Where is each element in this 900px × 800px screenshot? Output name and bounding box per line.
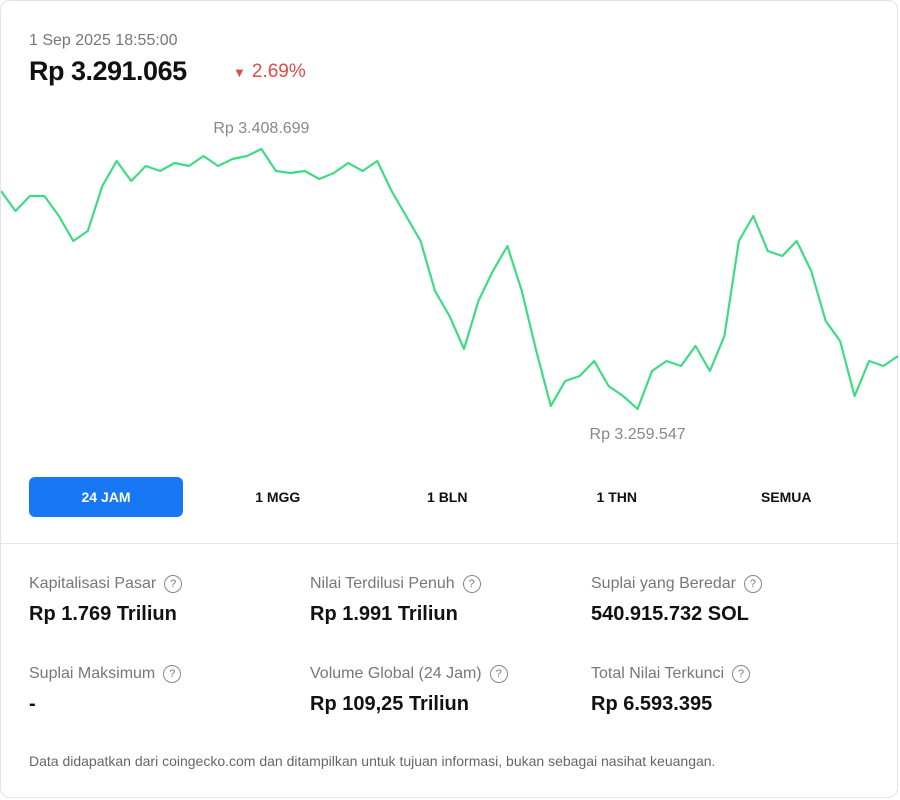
stat-value: Rp 6.593.395 xyxy=(591,693,713,715)
help-icon[interactable]: ? xyxy=(163,665,182,683)
tabs: 24 JAM 1 MGG 1 BLN 1 THN SEMUA xyxy=(29,477,871,517)
price-line xyxy=(1,147,899,411)
stat: Suplai yang Beredar? 540.915.732 SOL xyxy=(591,575,871,626)
stat-label: Suplai yang Beredar xyxy=(591,575,736,592)
tab[interactable]: 1 MGG xyxy=(255,489,301,505)
stat-label-row: Suplai Maksimum? xyxy=(29,665,309,683)
stat-label-row: Suplai yang Beredar? xyxy=(591,575,871,593)
tab[interactable]: SEMUA xyxy=(760,489,812,505)
help-icon[interactable]: ? xyxy=(732,665,751,683)
stat-label: Volume Global (24 Jam) xyxy=(310,665,482,682)
stat-label-row: Volume Global (24 Jam)? xyxy=(310,665,590,683)
change-value: 2.69% xyxy=(251,61,306,82)
stat-label-row: Nilai Terdilusi Penuh? xyxy=(310,575,590,593)
stat: Total Nilai Terkunci? Rp 6.593.395 xyxy=(591,665,871,716)
separator xyxy=(1,543,899,544)
tab[interactable]: 1 THN xyxy=(596,489,637,505)
help-icon[interactable]: ? xyxy=(164,575,183,593)
stat-label-row: Kapitalisasi Pasar? xyxy=(29,575,309,593)
high-label: Rp 3.408.699 xyxy=(213,120,309,137)
stat-value: 540.915.732 SOL xyxy=(591,603,749,625)
stat: Nilai Terdilusi Penuh? Rp 1.991 Triliun xyxy=(310,575,590,626)
help-icon[interactable]: ? xyxy=(462,575,481,593)
date: 1 Sep 2025 18:55:00 xyxy=(29,32,178,49)
chart: Rp 3.408.699 Rp 3.259.547 xyxy=(1,120,899,443)
stat-label: Total Nilai Terkunci xyxy=(591,665,725,682)
change: ▼ 2.69% xyxy=(233,61,306,82)
stat-label: Kapitalisasi Pasar xyxy=(29,575,157,592)
stat-value: Rp 1.991 Triliun xyxy=(310,603,458,625)
stat: Suplai Maksimum? - xyxy=(29,665,309,716)
help-icon[interactable]: ? xyxy=(489,665,508,683)
stat-label: Nilai Terdilusi Penuh xyxy=(310,575,455,592)
price: Rp 3.291.065 xyxy=(29,56,187,86)
stat-value: Rp 109,25 Triliun xyxy=(310,693,469,715)
stat-label-row: Total Nilai Terkunci? xyxy=(591,665,871,683)
stat-value: - xyxy=(29,693,36,715)
stat: Volume Global (24 Jam)? Rp 109,25 Triliun xyxy=(310,665,590,716)
low-label: Rp 3.259.547 xyxy=(590,426,686,443)
help-icon[interactable]: ? xyxy=(743,575,762,593)
stat-label: Suplai Maksimum xyxy=(29,665,156,682)
tab[interactable]: 24 JAM xyxy=(29,477,183,517)
footer: Data didapatkan dari coingecko.com dan d… xyxy=(29,753,716,769)
stat-value: Rp 1.769 Triliun xyxy=(29,603,177,625)
stat: Kapitalisasi Pasar? Rp 1.769 Triliun xyxy=(29,575,309,626)
tab[interactable]: 1 BLN xyxy=(427,489,468,505)
